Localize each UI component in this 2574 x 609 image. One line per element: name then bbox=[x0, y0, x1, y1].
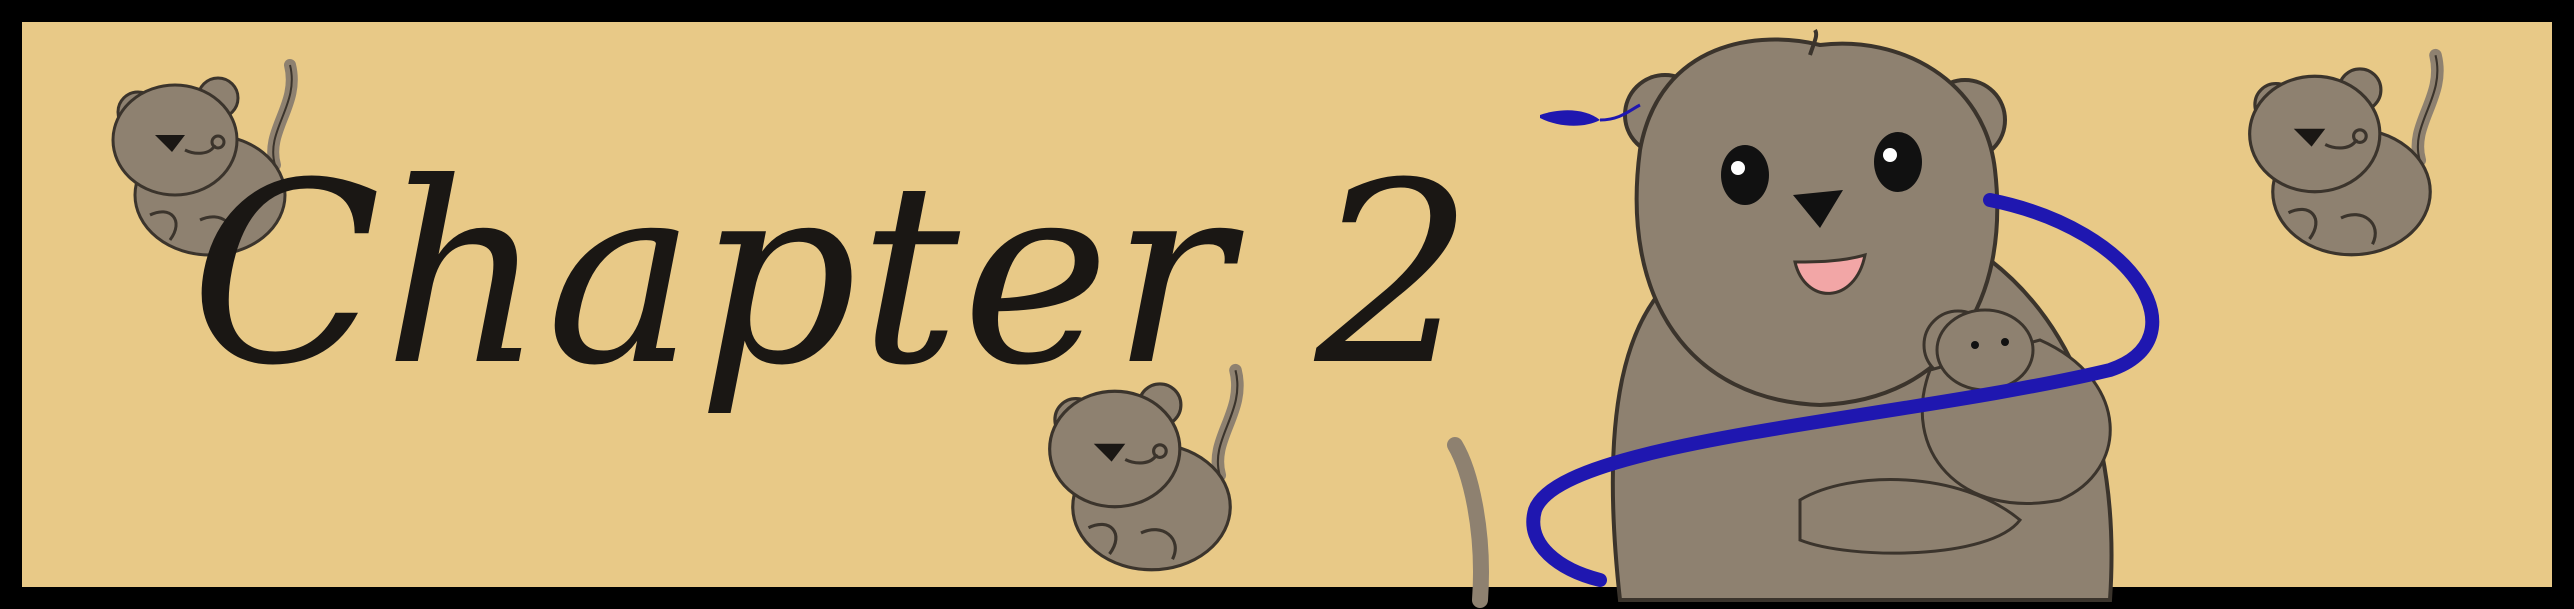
blue-ribbon bbox=[1526, 103, 2160, 587]
chapter-title: Chapter 2 bbox=[190, 129, 1476, 420]
rat-mascot-large bbox=[1447, 28, 2114, 608]
rat-mascot-top-right bbox=[2250, 55, 2438, 255]
